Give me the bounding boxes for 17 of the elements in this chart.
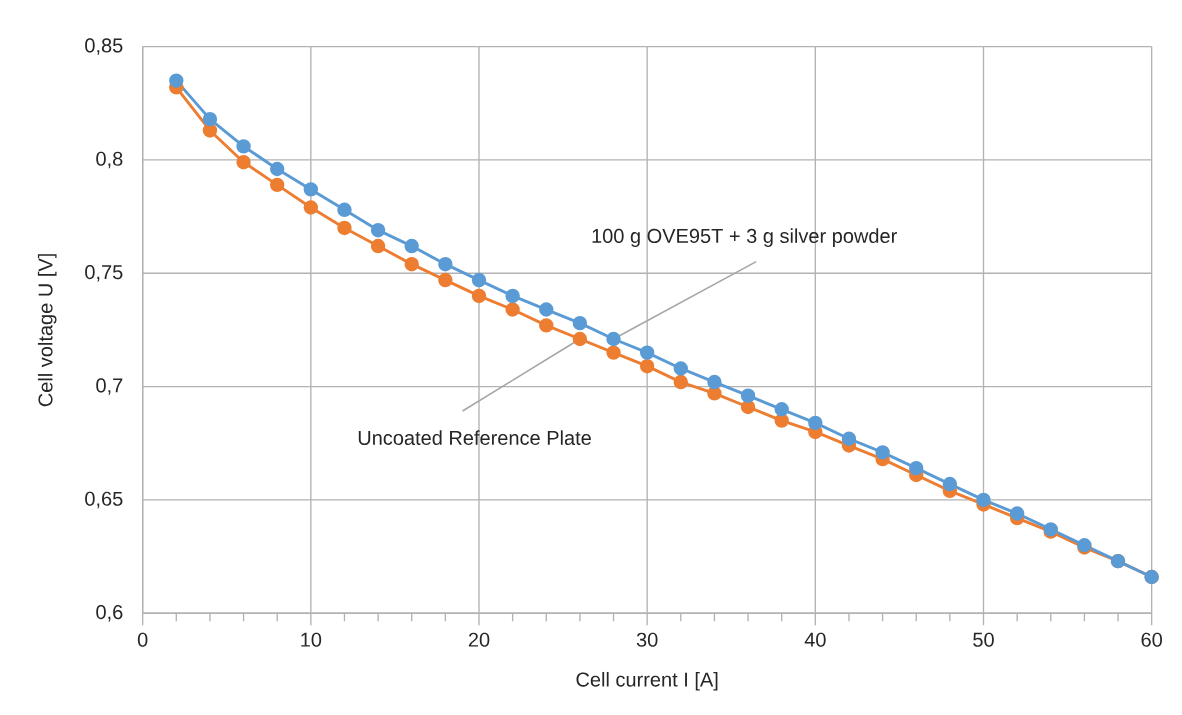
y-axis-title: Cell voltage U [V] <box>37 254 57 407</box>
y-tick-label: 0,8 <box>96 151 123 169</box>
x-tick-label: 40 <box>804 632 826 647</box>
y-tick-label: 0,85 <box>85 38 123 55</box>
x-tick-label: 0 <box>137 632 148 647</box>
x-axis-title: Cell current I [A] <box>576 671 718 691</box>
x-tick-label: 50 <box>973 632 994 647</box>
y-tick-label: 0,65 <box>85 491 123 509</box>
y-tick-label: 0,7 <box>96 378 123 395</box>
annotation: Uncoated Reference Plate <box>358 430 591 445</box>
x-tick-label: 10 <box>301 632 322 647</box>
x-tick-label: 30 <box>636 632 658 647</box>
y-tick-label: 0,6 <box>96 605 123 622</box>
y-tick-label: 0,75 <box>85 265 123 282</box>
x-tick-label: 60 <box>1141 632 1162 647</box>
x-tick-label: 20 <box>468 632 490 647</box>
annotation: 100 g OVE95T + 3 g silver powder <box>592 228 897 247</box>
